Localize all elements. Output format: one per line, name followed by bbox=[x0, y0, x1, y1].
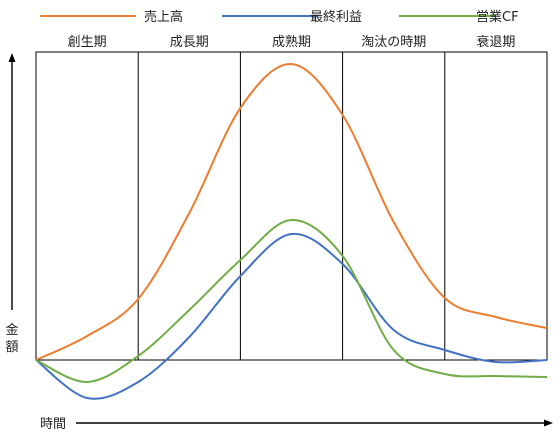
phase-label: 衰退期 bbox=[476, 34, 515, 50]
phase-label: 成長期 bbox=[170, 35, 209, 50]
phase-labels: 創生期 成長期 成熟期 淘汰の時期 衰退期 bbox=[68, 34, 516, 50]
legend-label: 営業CF bbox=[476, 9, 519, 25]
series-lines bbox=[35, 62, 548, 400]
series-line-1 bbox=[35, 232, 548, 400]
plot-frame bbox=[35, 51, 548, 361]
y-axis-arrowhead-icon bbox=[8, 53, 16, 62]
y-axis-label: 金額 bbox=[5, 322, 18, 355]
phase-label: 創生期 bbox=[68, 35, 107, 50]
legend-label: 最終利益 bbox=[310, 9, 362, 25]
x-axis-arrowhead-icon bbox=[544, 419, 553, 427]
phase-dividers bbox=[137, 52, 446, 360]
series-line-0 bbox=[35, 62, 548, 361]
phase-label: 淘汰の時期 bbox=[361, 35, 426, 50]
legend: 売上高 最終利益 営業CF bbox=[40, 9, 519, 25]
legend-label: 売上高 bbox=[144, 9, 183, 25]
phase-label: 成熟期 bbox=[272, 34, 311, 50]
series-line-2 bbox=[35, 218, 548, 384]
x-axis-label: 時間 bbox=[40, 417, 66, 432]
